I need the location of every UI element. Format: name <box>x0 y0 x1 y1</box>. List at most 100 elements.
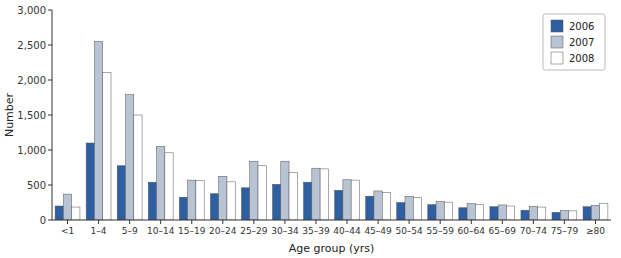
bar <box>272 184 280 220</box>
bar <box>382 192 390 220</box>
x-tick <box>98 220 99 224</box>
x-tick-label: 60–64 <box>458 226 486 236</box>
bars <box>55 42 608 221</box>
x-tick <box>378 220 379 224</box>
bar <box>560 211 568 220</box>
x-tick <box>533 220 534 224</box>
legend-label: 2007 <box>569 37 594 48</box>
bar <box>436 201 444 220</box>
y-tick <box>48 185 52 186</box>
y-tick <box>48 150 52 151</box>
bar <box>125 95 133 220</box>
bar <box>428 205 436 220</box>
bar <box>289 172 297 220</box>
bar <box>281 161 289 220</box>
x-tick-label: 50–54 <box>395 226 423 236</box>
bar <box>241 188 249 220</box>
bar <box>94 42 102 221</box>
bar <box>196 180 204 220</box>
bar <box>444 202 452 220</box>
x-tick-label: 30–34 <box>271 226 299 236</box>
x-tick-label: 35–39 <box>302 226 330 236</box>
bar <box>475 205 483 220</box>
bar <box>250 161 258 220</box>
bar <box>157 147 165 221</box>
bar <box>583 207 591 220</box>
x-tick-label: 45–49 <box>364 226 392 236</box>
x-tick <box>67 220 68 224</box>
bar <box>165 153 173 220</box>
bar <box>320 169 328 220</box>
bar <box>521 210 529 220</box>
bar <box>304 182 312 220</box>
y-tick-label: 1,500 <box>17 110 46 121</box>
bar <box>63 194 71 220</box>
x-tick-label: ≥80 <box>586 226 605 236</box>
x-tick <box>564 220 565 224</box>
x-tick-label: 15–19 <box>178 226 206 236</box>
x-tick-label: 25–29 <box>240 226 268 236</box>
legend-swatch <box>551 36 563 48</box>
chart-container: 05001,0001,5002,0002,5003,000<11–45–910–… <box>0 0 621 258</box>
bar <box>335 190 343 220</box>
bar <box>179 197 187 220</box>
bar <box>591 205 599 220</box>
bar <box>219 176 227 220</box>
bar <box>569 211 577 220</box>
bar <box>490 207 498 220</box>
x-tick <box>129 220 130 224</box>
x-tick <box>440 220 441 224</box>
x-tick <box>253 220 254 224</box>
x-tick <box>347 220 348 224</box>
x-tick-label: <1 <box>61 226 74 236</box>
x-tick <box>160 220 161 224</box>
bar <box>366 196 374 220</box>
y-tick <box>48 115 52 116</box>
bar <box>117 166 125 220</box>
bar <box>227 182 235 220</box>
bar <box>312 168 320 220</box>
bar <box>538 207 546 220</box>
x-tick <box>284 220 285 224</box>
y-tick-label: 3,000 <box>17 5 46 16</box>
bar <box>600 203 608 220</box>
bar <box>72 207 80 220</box>
y-tick-label: 500 <box>27 180 46 191</box>
bar <box>148 182 156 220</box>
bar <box>459 208 467 220</box>
legend-label: 2008 <box>569 53 594 64</box>
legend-label: 2006 <box>569 21 594 32</box>
y-tick <box>48 10 52 11</box>
legend-swatch <box>551 20 563 32</box>
bar <box>397 203 405 221</box>
x-tick-label: 40–44 <box>333 226 361 236</box>
x-tick-label: 65–69 <box>489 226 517 236</box>
bar <box>374 191 382 220</box>
legend: 2006 2007 2008 <box>543 14 605 70</box>
x-tick <box>502 220 503 224</box>
x-tick-label: 75–79 <box>551 226 579 236</box>
x-tick-label: 55–59 <box>426 226 454 236</box>
legend-box <box>543 14 605 70</box>
x-axis-label: Age group (yrs) <box>289 242 375 255</box>
y-tick-label: 0 <box>40 215 46 226</box>
x-tick-label: 10–14 <box>147 226 175 236</box>
y-tick <box>48 45 52 46</box>
bar <box>188 180 196 220</box>
legend-swatch <box>551 52 563 64</box>
bar <box>413 197 421 220</box>
x-tick-label: 20–24 <box>209 226 237 236</box>
x-tick-label: 1–4 <box>91 226 107 236</box>
bar <box>405 196 413 220</box>
bar <box>258 166 266 220</box>
x-tick <box>315 220 316 224</box>
bar <box>529 206 537 220</box>
bar <box>103 72 111 220</box>
bar <box>86 143 94 220</box>
bar <box>467 204 475 220</box>
x-tick-label: 5–9 <box>122 226 138 236</box>
x-tick-label: 70–74 <box>520 226 548 236</box>
y-tick <box>48 80 52 81</box>
bar <box>343 180 351 220</box>
x-tick <box>595 220 596 224</box>
